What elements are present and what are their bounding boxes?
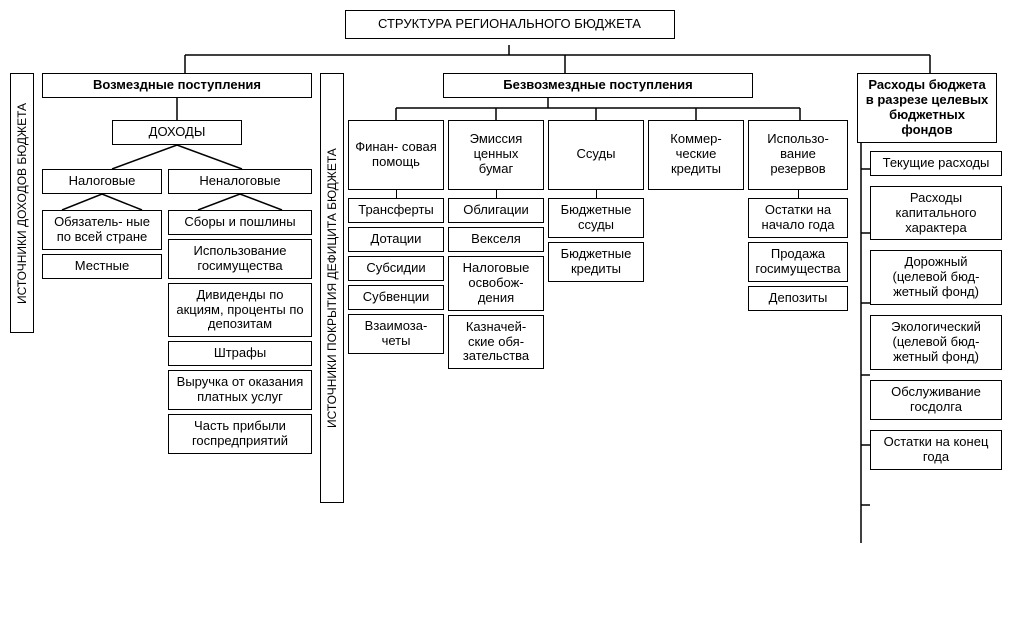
section-2: Безвозмездные поступления Финан- совая п… [348, 73, 848, 369]
conn-s2 [348, 98, 848, 120]
s3-item: Расходы капитального характера [870, 186, 1002, 241]
section1-sub: ДОХОДЫ [112, 120, 242, 145]
vlabel-deficit-sources: ИСТОЧНИКИ ПОКРЫТИЯ ДЕФИЦИТА БЮДЖЕТА [320, 73, 344, 503]
section-3: Расходы бюджета в разрезе целевых бюджет… [852, 73, 1002, 563]
section3-header: Расходы бюджета в разрезе целевых бюджет… [857, 73, 997, 143]
s2-col1-item: Казначей- ские обя- зательства [448, 315, 544, 370]
s2-col0-item: Трансферты [348, 198, 444, 223]
section-1: Возмездные поступления ДОХОДЫ [38, 73, 316, 454]
s2-col0-item: Дотации [348, 227, 444, 252]
s3-item: Текущие расходы [870, 151, 1002, 176]
top-connector [10, 45, 1009, 73]
s2-col0-header: Финан- совая помощь [348, 120, 444, 190]
s1-left-item: Местные [42, 254, 162, 279]
s2-col1-item: Облигации [448, 198, 544, 223]
s3-item: Экологический (целевой бюд- жетный фонд) [870, 315, 1002, 370]
s1-right-item: Дивиденды по акциям, проценты по депозит… [168, 283, 312, 338]
s2-col1-item: Векселя [448, 227, 544, 252]
conn-s1-right [168, 194, 312, 210]
s2-col2-item: Бюджетные ссуды [548, 198, 644, 238]
s2-col4-item: Продажа госимущества [748, 242, 848, 282]
s1-right-item: Сборы и пошлины [168, 210, 312, 235]
s2-col4-item: Остатки на начало года [748, 198, 848, 238]
s2-col2-header: Ссуды [548, 120, 644, 190]
conn-s1-a [42, 98, 312, 120]
diagram-root: СТРУКТУРА РЕГИОНАЛЬНОГО БЮДЖЕТА ИСТОЧНИК… [10, 10, 1009, 563]
s3-item: Остатки на конец года [870, 430, 1002, 470]
conn-s1-left [42, 194, 162, 210]
s1-right-item: Использование госимущества [168, 239, 312, 279]
s2-col4-item: Депозиты [748, 286, 848, 311]
vlabel-income-sources: ИСТОЧНИКИ ДОХОДОВ БЮДЖЕТА [10, 73, 34, 333]
s2-col4-header: Использо- вание резервов [748, 120, 848, 190]
s2-col0-item: Субвенции [348, 285, 444, 310]
conn-s3 [852, 143, 870, 563]
s2-col2-item: Бюджетные кредиты [548, 242, 644, 282]
s3-item: Обслуживание госдолга [870, 380, 1002, 420]
conn-s1-b [42, 145, 312, 169]
s2-col1-header: Эмиссия ценных бумаг [448, 120, 544, 190]
s2-col1-item: Налоговые освобож- дения [448, 256, 544, 311]
section2-header: Безвозмездные поступления [443, 73, 753, 98]
s1-right-item: Часть прибыли госпредприятий [168, 414, 312, 454]
s3-item: Дорожный (целевой бюд- жетный фонд) [870, 250, 1002, 305]
section1-header: Возмездные поступления [42, 73, 312, 98]
s1-right-item: Штрафы [168, 341, 312, 366]
s2-col0-item: Взаимоза- четы [348, 314, 444, 354]
s1-left-header: Налоговые [42, 169, 162, 194]
s1-right-header: Неналоговые [168, 169, 312, 194]
s2-col0-item: Субсидии [348, 256, 444, 281]
s1-left-item: Обязатель- ные по всей стране [42, 210, 162, 250]
s1-right-item: Выручка от оказания платных услуг [168, 370, 312, 410]
s2-col3-header: Коммер- ческие кредиты [648, 120, 744, 190]
title-box: СТРУКТУРА РЕГИОНАЛЬНОГО БЮДЖЕТА [345, 10, 675, 39]
